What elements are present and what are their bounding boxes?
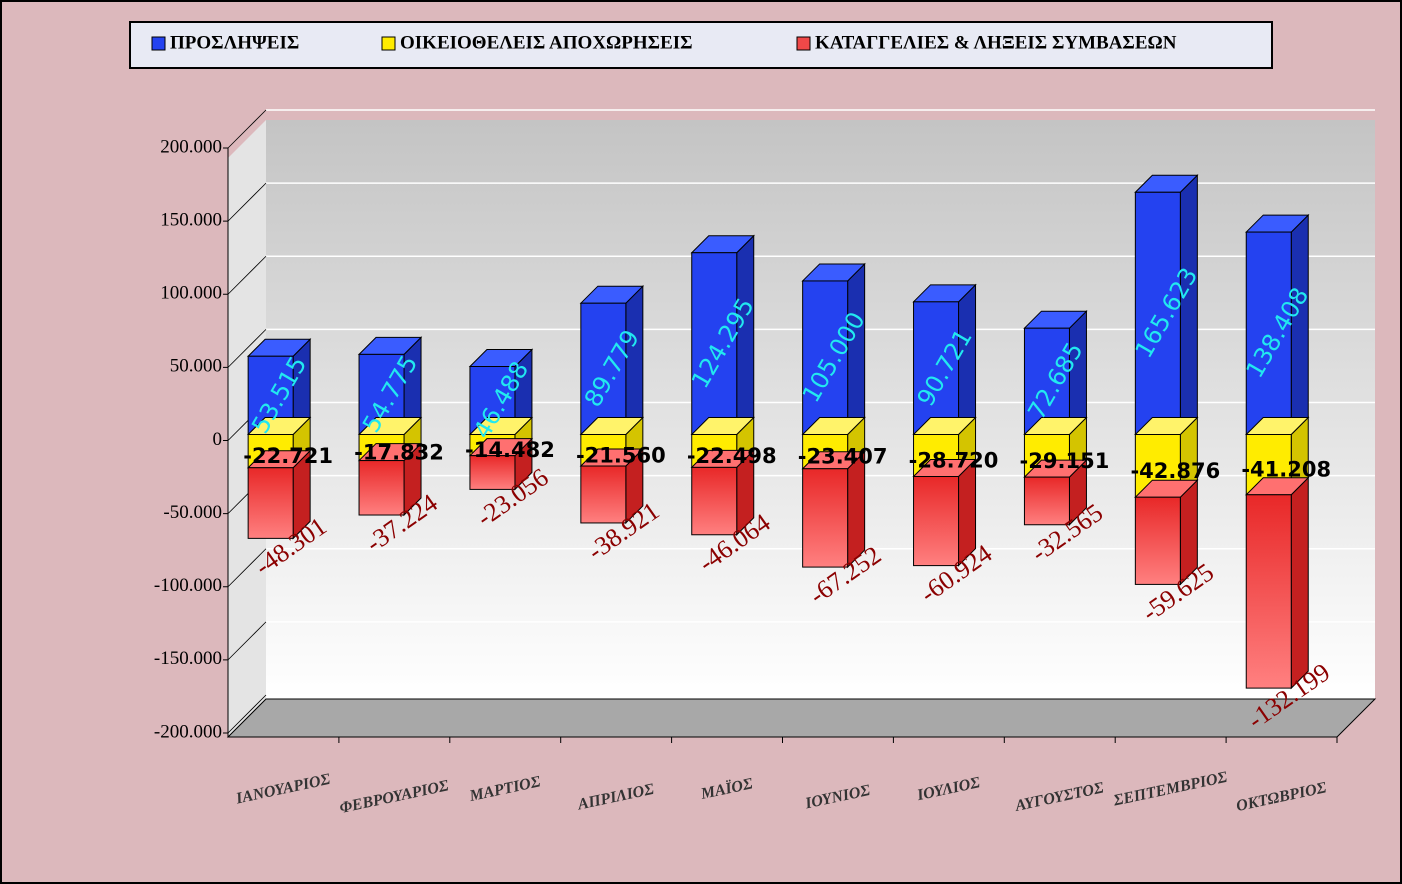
- bar-dismiss: [1134, 496, 1181, 585]
- bar-hires: [1245, 231, 1292, 435]
- y-tick-label: -200.000: [154, 721, 222, 742]
- y-tick-label: 0: [213, 429, 223, 450]
- grid-line-side: [227, 109, 267, 149]
- grid-line-side: [227, 182, 267, 222]
- y-tick-label: 150.000: [160, 209, 222, 230]
- grid-line-side: [227, 329, 267, 368]
- bar-dismiss: [469, 455, 516, 490]
- bar-hires: [691, 252, 738, 435]
- legend-swatch: [796, 36, 811, 51]
- legend-label: ΟΙΚΕΙΟΘΕΛΕΙΣ ΑΠΟΧΩΡΗΣΕΙΣ: [400, 32, 693, 53]
- bar-hires: [1023, 327, 1070, 435]
- bar-dismiss: [802, 468, 849, 568]
- value-label-resign: -21.560: [576, 443, 666, 467]
- value-label-resign: -42.876: [1130, 459, 1220, 483]
- value-label-resign: -22.498: [687, 444, 777, 468]
- legend: [129, 21, 1273, 69]
- bar-dismiss: [913, 476, 960, 567]
- legend-swatch: [381, 36, 396, 51]
- bar-dismiss: [247, 467, 294, 539]
- grid-line-side: [227, 255, 267, 295]
- bar-hires: [1134, 191, 1181, 435]
- bar-dismiss: [1023, 476, 1070, 526]
- grid-line-side: [227, 548, 267, 588]
- side-wall: [228, 120, 266, 737]
- bar-dismiss: [580, 465, 627, 524]
- bar-dismiss: [1245, 494, 1292, 689]
- y-tick-label: -50.000: [163, 502, 222, 523]
- bar-hires: [913, 301, 960, 435]
- value-label-resign: -41.208: [1241, 458, 1331, 482]
- bar-dismiss-side: [1290, 476, 1309, 690]
- value-label-resign: -17.832: [354, 441, 444, 465]
- value-label-resign: -29.151: [1020, 449, 1110, 473]
- bar-hires: [802, 280, 849, 435]
- legend-swatch: [151, 36, 166, 51]
- y-tick-label: -100.000: [154, 575, 222, 596]
- bar-dismiss: [358, 460, 405, 516]
- grid-line-side: [227, 694, 267, 734]
- y-tick-label: 50.000: [170, 356, 222, 377]
- value-label-resign: -14.482: [465, 438, 555, 462]
- grid-line-side: [227, 621, 267, 661]
- y-tick-label: 100.000: [160, 283, 222, 304]
- legend-label: ΚΑΤΑΓΓΕΛΙΕΣ & ΛΗΞΕΙΣ ΣΥΜΒΑΣΕΩΝ: [815, 32, 1177, 53]
- legend-label: ΠΡΟΣΛΗΨΕΙΣ: [170, 32, 299, 53]
- y-tick-label: -150.000: [154, 648, 222, 669]
- floor: [226, 698, 1377, 738]
- value-label-resign: -22.721: [243, 444, 333, 468]
- value-label-resign: -23.407: [798, 445, 888, 469]
- y-tick-label: 200.000: [160, 136, 222, 157]
- bar-dismiss: [691, 466, 738, 536]
- bar-hires: [580, 302, 627, 435]
- value-label-resign: -28.720: [909, 449, 999, 473]
